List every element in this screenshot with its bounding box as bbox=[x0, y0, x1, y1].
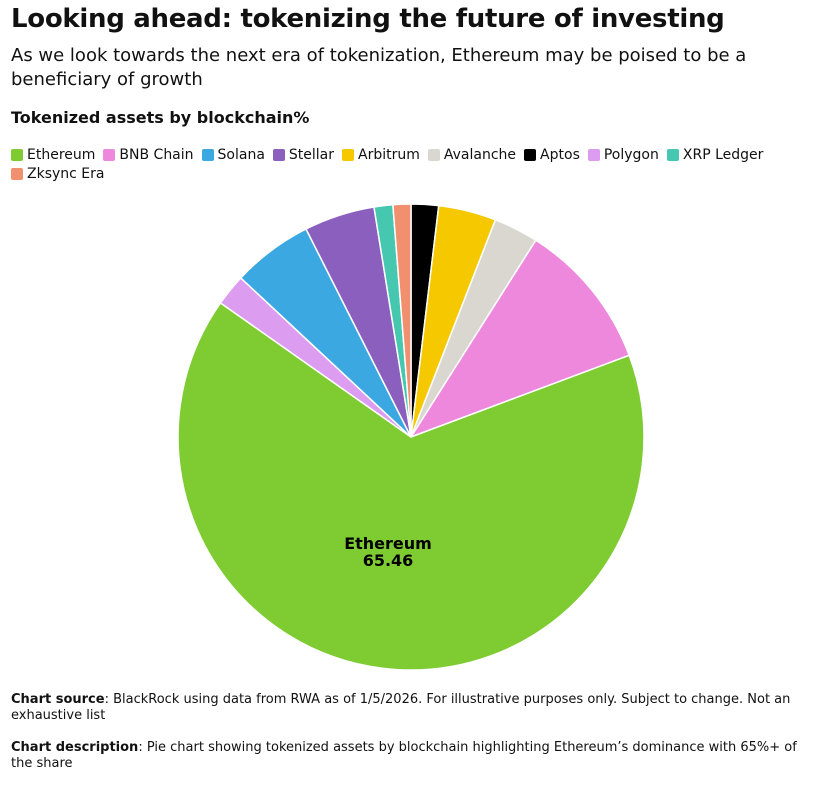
pie-slice bbox=[409, 239, 631, 439]
legend-item: Solana bbox=[201, 147, 265, 163]
description-note: Chart description: Pie chart showing tok… bbox=[11, 740, 811, 772]
legend-label: Stellar bbox=[288, 147, 335, 163]
legend-swatch bbox=[427, 149, 440, 161]
legend: Ethereum BNB Chain Solana Stellar Arbitrum Av… bbox=[11, 147, 811, 182]
source-note: Chart source: BlackRock using data from … bbox=[11, 692, 811, 724]
source-label: Chart source bbox=[11, 692, 105, 707]
pie-slice bbox=[392, 203, 412, 438]
legend-swatch bbox=[342, 149, 355, 161]
legend-swatch bbox=[11, 149, 23, 161]
legend-item: Stellar bbox=[272, 147, 335, 163]
legend-swatch bbox=[587, 149, 600, 161]
legend-swatch bbox=[201, 149, 214, 161]
legend-label: Zksync Era bbox=[27, 166, 105, 182]
legend-swatch bbox=[11, 168, 23, 180]
source-text: : BlackRock using data from RWA as of 1/… bbox=[11, 692, 791, 723]
chart-title: Tokenized assets by blockchain% bbox=[11, 108, 310, 127]
legend-label: Ethereum bbox=[27, 147, 96, 163]
legend-label: Arbitrum bbox=[358, 147, 420, 163]
subtitle: As we look towards the next era of token… bbox=[11, 45, 747, 90]
pie-slice bbox=[177, 301, 645, 671]
legend-item: XRP Ledger bbox=[666, 147, 764, 163]
legend-label: Solana bbox=[217, 147, 265, 163]
legend-label: Avalanche bbox=[443, 147, 517, 163]
legend-item: Arbitrum bbox=[342, 147, 420, 163]
legend-swatch bbox=[666, 149, 679, 161]
description-text: : Pie chart showing tokenized assets by … bbox=[11, 740, 797, 771]
legend-label: BNB Chain bbox=[119, 147, 194, 163]
description-label: Chart description bbox=[11, 740, 139, 755]
legend-item: Zksync Era bbox=[11, 166, 104, 182]
legend-item: Ethereum bbox=[11, 147, 95, 163]
legend-label: Polygon bbox=[603, 147, 659, 163]
legend-label: Aptos bbox=[540, 147, 580, 163]
legend-item: BNB Chain bbox=[103, 147, 194, 163]
legend-item: Aptos bbox=[524, 147, 580, 163]
legend-swatch bbox=[103, 149, 116, 161]
legend-item: Polygon bbox=[587, 147, 659, 163]
legend-item: Avalanche bbox=[427, 147, 517, 163]
legend-swatch bbox=[272, 149, 285, 161]
slice-label: Ethereum bbox=[344, 534, 432, 553]
legend-swatch bbox=[524, 149, 537, 161]
title: Looking ahead: tokenizing the future of … bbox=[11, 4, 725, 34]
slice-value: 65.46 bbox=[363, 551, 414, 570]
chart: Ethereum 65.46 bbox=[177, 203, 645, 671]
legend-label: XRP Ledger bbox=[682, 147, 764, 163]
